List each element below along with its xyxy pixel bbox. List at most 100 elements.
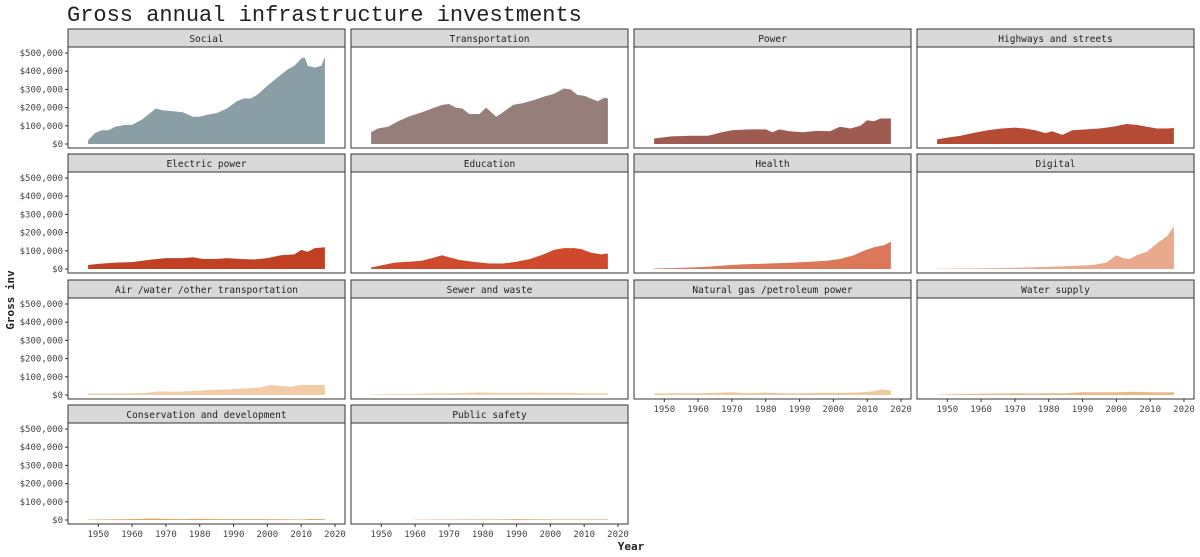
x-tick-label: 1960 [687, 405, 709, 415]
y-tick-label: $400,000 [20, 318, 63, 328]
chart-title: Gross annual infrastructure investments [67, 3, 582, 28]
facet-label: Electric power [166, 159, 246, 170]
y-tick-label: $500,000 [20, 300, 63, 310]
panel-border [916, 297, 1195, 400]
facet-label: Power [758, 34, 787, 45]
x-tick-label: 2010 [573, 530, 595, 540]
x-tick-label: 1970 [155, 530, 177, 540]
x-tick-label: 1970 [438, 530, 460, 540]
x-tick-label: 1990 [223, 530, 245, 540]
facet-label: Natural gas /petroleum power [692, 285, 852, 296]
facet-label: Digital [1035, 159, 1075, 170]
x-tick-label: 1960 [121, 530, 143, 540]
area-series [371, 248, 608, 269]
x-tick-label: 1960 [970, 405, 992, 415]
facet-panel: Air /water /other transportation $0 $100,0… [20, 279, 346, 401]
area-series [88, 247, 325, 269]
facet-panel: Power [633, 28, 912, 149]
facet-panel: Transportation [350, 28, 629, 149]
facet-panel: Digital [916, 153, 1195, 274]
y-tick-label: $100,000 [20, 247, 63, 257]
y-tick-label: $500,000 [20, 174, 63, 184]
facet-panel: Education [350, 153, 629, 274]
x-axis-title: Year [618, 540, 645, 553]
panel-border [67, 297, 346, 400]
x-tick-label: 2020 [607, 530, 629, 540]
x-tick-label: 1950 [653, 405, 675, 415]
x-tick-label: 2000 [823, 405, 845, 415]
y-tick-label: $200,000 [20, 480, 63, 490]
panel-border [350, 422, 629, 525]
facet-panel: Conservation and development $0 $100,000 $2… [20, 404, 346, 540]
facet-panel: Highways and streets [916, 28, 1195, 149]
y-tick-label: $0 [52, 265, 63, 275]
y-tick-label: $100,000 [20, 373, 63, 383]
x-tick-label: 1980 [1038, 405, 1060, 415]
y-tick-label: $300,000 [20, 336, 63, 346]
facet-label: Transportation [449, 34, 529, 45]
x-tick-label: 2000 [257, 530, 279, 540]
facet-label: Conservation and development [126, 410, 286, 421]
area-series [937, 124, 1174, 144]
y-tick-label: $200,000 [20, 355, 63, 365]
area-series [654, 118, 891, 144]
facet-label: Social [189, 34, 223, 45]
x-tick-label: 2000 [1106, 405, 1128, 415]
x-tick-label: 1980 [189, 530, 211, 540]
area-series [937, 391, 1174, 395]
y-tick-label: $100,000 [20, 498, 63, 508]
area-series [937, 226, 1174, 269]
x-tick-label: 1950 [370, 530, 392, 540]
x-tick-label: 1990 [1072, 405, 1094, 415]
panel-border [633, 297, 912, 400]
facet-label: Health [755, 159, 789, 170]
area-series [371, 88, 608, 144]
facet-panel: Water supply 1950 1960 1970 1980 1990 2000 2010… [916, 279, 1195, 415]
x-tick-label: 2010 [856, 405, 878, 415]
facet-label: Education [464, 159, 515, 170]
y-tick-label: $200,000 [20, 104, 63, 114]
y-tick-label: $400,000 [20, 192, 63, 202]
x-tick-label: 1950 [87, 530, 109, 540]
area-series [654, 241, 891, 269]
y-tick-label: $300,000 [20, 210, 63, 220]
area-series [88, 518, 325, 520]
area-series [415, 519, 608, 520]
x-tick-label: 1980 [472, 530, 494, 540]
x-tick-label: 1960 [404, 530, 426, 540]
area-series [88, 385, 325, 395]
panel-border [67, 171, 346, 274]
facet-panel: Public safety 1950 1960 1970 1980 1990 2000 201… [350, 404, 629, 540]
x-tick-label: 2020 [324, 530, 346, 540]
facet-label: Water supply [1021, 285, 1090, 296]
facet-label: Air /water /other transportation [115, 285, 298, 296]
panel-border [633, 46, 912, 149]
facet-panel: Social $0 $100,000 $200,000 $300,000 $400,000… [20, 28, 346, 150]
x-tick-label: 2020 [890, 405, 912, 415]
panel-border [350, 297, 629, 400]
panel-border [350, 171, 629, 274]
area-series [654, 389, 891, 395]
y-tick-label: $400,000 [20, 67, 63, 77]
facet-grid: Social $0 $100,000 $200,000 $300,000 $400,000… [20, 28, 1195, 540]
y-tick-label: $400,000 [20, 443, 63, 453]
y-tick-label: $200,000 [20, 229, 63, 239]
facet-panel: Sewer and waste [350, 279, 629, 400]
facet-panel: Electric power $0 $100,000 $200,000 $300,000… [20, 153, 346, 275]
y-tick-label: $0 [52, 140, 63, 150]
x-tick-label: 1970 [721, 405, 743, 415]
y-tick-label: $100,000 [20, 122, 63, 132]
x-tick-label: 2010 [1139, 405, 1161, 415]
y-tick-label: $500,000 [20, 49, 63, 59]
y-tick-label: $300,000 [20, 85, 63, 95]
y-axis-title: Gross inv [4, 270, 17, 330]
area-series [371, 392, 608, 395]
panel-border [916, 171, 1195, 274]
y-tick-label: $500,000 [20, 425, 63, 435]
x-tick-label: 1990 [789, 405, 811, 415]
x-tick-label: 1970 [1004, 405, 1026, 415]
facet-panel: Natural gas /petroleum power 1950 1960 1970… [633, 279, 912, 415]
y-tick-label: $0 [52, 516, 63, 526]
facet-panel: Health [633, 153, 912, 274]
